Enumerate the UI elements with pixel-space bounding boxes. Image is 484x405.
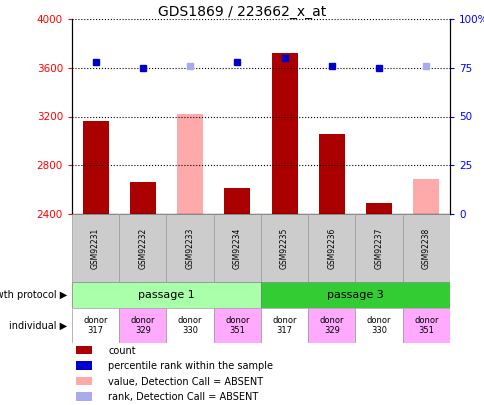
Text: GSM92235: GSM92235 [280, 227, 288, 269]
Text: donor
317: donor 317 [272, 316, 296, 335]
Bar [260, 308, 308, 343]
Text: value, Detection Call = ABSENT: value, Detection Call = ABSENT [108, 377, 263, 387]
Text: passage 3: passage 3 [326, 290, 383, 300]
Bar [76, 361, 92, 370]
Bar [260, 214, 308, 282]
Text: GSM92237: GSM92237 [374, 227, 383, 269]
Bar [402, 214, 449, 282]
Bar [402, 308, 449, 343]
Text: donor
351: donor 351 [413, 316, 438, 335]
Bar [213, 308, 260, 343]
Bar [412, 179, 439, 214]
Bar [82, 122, 108, 214]
Text: GSM92231: GSM92231 [91, 227, 100, 269]
Bar [72, 214, 119, 282]
Text: GSM92232: GSM92232 [138, 227, 147, 269]
Bar [76, 346, 92, 354]
Bar [76, 392, 92, 401]
Bar [166, 308, 213, 343]
Bar [130, 182, 155, 214]
Bar [76, 377, 92, 386]
Bar [308, 214, 355, 282]
Text: growth protocol ▶: growth protocol ▶ [0, 290, 67, 300]
Bar [119, 308, 166, 343]
Text: donor
329: donor 329 [319, 316, 344, 335]
Text: count: count [108, 346, 136, 356]
Bar [166, 214, 213, 282]
Bar [260, 282, 449, 308]
Text: donor
351: donor 351 [225, 316, 249, 335]
Text: GSM92233: GSM92233 [185, 227, 194, 269]
Bar [72, 282, 260, 308]
Bar [271, 53, 297, 214]
Text: GDS1869 / 223662_x_at: GDS1869 / 223662_x_at [158, 5, 326, 19]
Bar [213, 214, 260, 282]
Text: donor
329: donor 329 [130, 316, 155, 335]
Bar [308, 308, 355, 343]
Text: percentile rank within the sample: percentile rank within the sample [108, 361, 272, 371]
Bar [355, 214, 402, 282]
Text: GSM92234: GSM92234 [232, 227, 242, 269]
Text: passage 1: passage 1 [138, 290, 195, 300]
Bar [224, 188, 250, 214]
Bar [177, 114, 203, 214]
Bar [72, 308, 119, 343]
Bar [119, 214, 166, 282]
Bar [365, 203, 391, 214]
Bar [355, 308, 402, 343]
Text: rank, Detection Call = ABSENT: rank, Detection Call = ABSENT [108, 392, 258, 402]
Text: GSM92238: GSM92238 [421, 227, 430, 269]
Text: donor
317: donor 317 [83, 316, 107, 335]
Text: GSM92236: GSM92236 [327, 227, 336, 269]
Bar [318, 134, 344, 214]
Text: donor
330: donor 330 [178, 316, 202, 335]
Text: donor
330: donor 330 [366, 316, 391, 335]
Text: individual ▶: individual ▶ [9, 320, 67, 330]
